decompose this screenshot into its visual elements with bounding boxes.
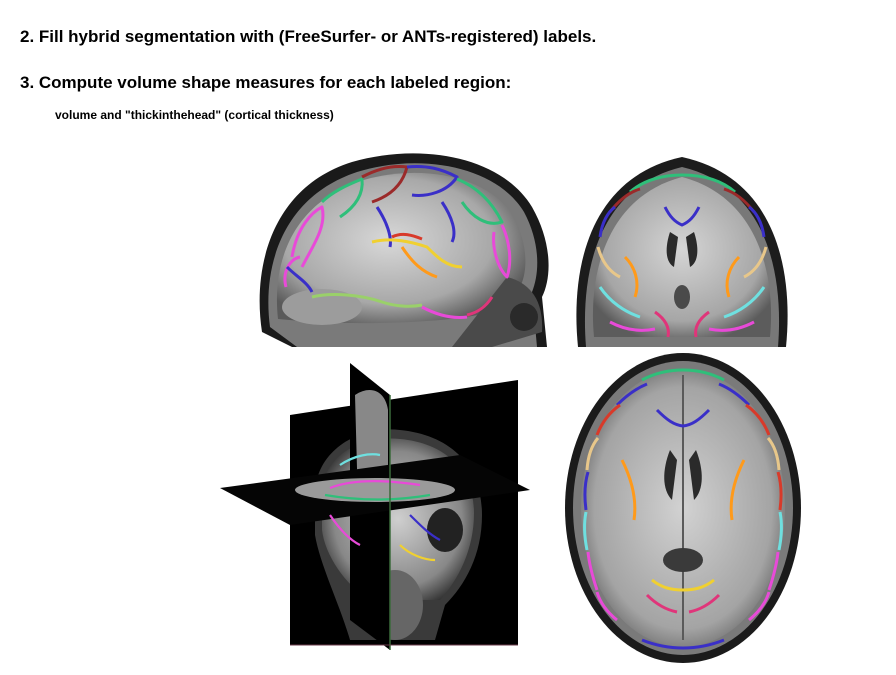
step-3-heading: 3. Compute volume shape measures for eac… bbox=[20, 73, 512, 92]
axial-brain-image bbox=[562, 350, 804, 666]
orthogonal-planes-3d-image bbox=[220, 355, 538, 655]
sagittal-brain-image bbox=[252, 147, 554, 347]
coronal-brain-image bbox=[570, 147, 794, 347]
measures-note: volume and "thickinthehead" (cortical th… bbox=[55, 108, 334, 122]
step-2-heading: 2. Fill hybrid segmentation with (FreeSu… bbox=[20, 27, 597, 46]
